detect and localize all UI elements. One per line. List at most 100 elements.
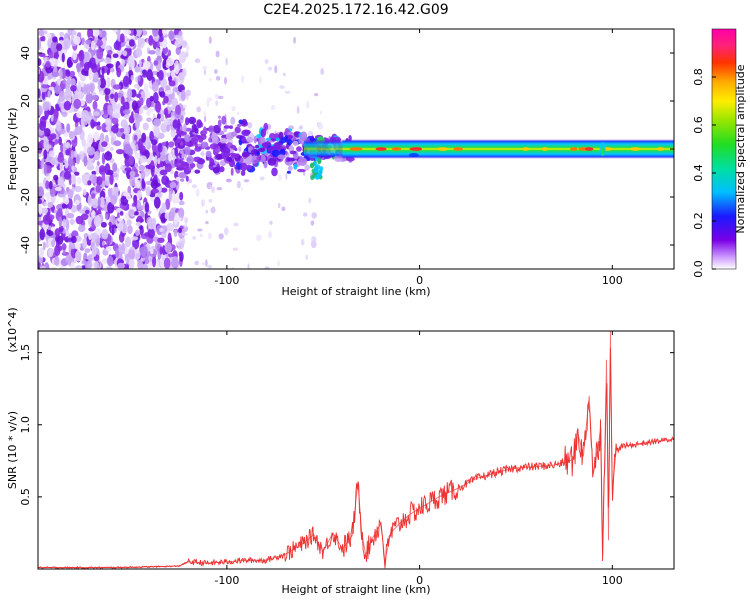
- spectral-cell: [72, 94, 77, 101]
- spectral-cell: [408, 153, 419, 157]
- spectral-cell: [146, 136, 150, 143]
- spectral-cell: [192, 236, 197, 240]
- spectral-cell: [208, 125, 215, 133]
- spectral-cell: [110, 93, 114, 100]
- spectral-cell: [60, 142, 64, 153]
- spectral-cell: [191, 137, 199, 145]
- spectral-cell: [225, 57, 228, 66]
- spectral-cell: [153, 167, 159, 175]
- spectral-cell: [38, 38, 42, 50]
- spectral-cell: [264, 59, 269, 64]
- spectral-cell: [209, 184, 212, 189]
- spectral-cell: [259, 176, 265, 181]
- spectral-cell: [55, 103, 60, 110]
- spectral-cell: [185, 52, 189, 58]
- spectral-cell: [175, 46, 181, 56]
- spectral-cell: [39, 228, 46, 241]
- spectral-cell: [241, 118, 248, 126]
- spectral-cell: [107, 188, 111, 197]
- spectral-cell: [304, 164, 310, 171]
- spectral-cell: [81, 174, 90, 185]
- spectral-cell: [173, 229, 178, 237]
- spectral-cell: [130, 111, 134, 123]
- spectral-cell: [195, 188, 200, 197]
- snr-frame: [37, 330, 675, 570]
- y-tick-label: 1.0: [19, 416, 32, 434]
- spectral-cell: [58, 91, 66, 103]
- spectral-cell: [41, 84, 49, 89]
- spectral-cell: [59, 69, 63, 80]
- spectral-cell: [114, 91, 119, 103]
- spectral-cell: [104, 196, 112, 203]
- spectral-cell: [184, 134, 191, 143]
- spectral-cell: [181, 153, 185, 159]
- spectral-cell: [283, 72, 286, 77]
- spectral-cell: [61, 203, 67, 209]
- spectral-cell: [205, 210, 209, 214]
- spectral-cell: [91, 198, 99, 209]
- spectral-cell: [151, 139, 158, 146]
- spectral-cell: [96, 48, 104, 60]
- spectral-cell: [106, 63, 114, 69]
- spectral-cell: [135, 229, 140, 237]
- spectral-cell: [77, 224, 86, 233]
- spectral-cell: [570, 147, 578, 151]
- spectral-cell: [182, 104, 187, 109]
- spectral-cell: [95, 165, 100, 175]
- spectrogram-y-axis: -40 -20 0 20 40: [19, 46, 674, 254]
- spectral-cell: [201, 149, 205, 157]
- spectral-cell: [61, 243, 67, 251]
- spectral-cell: [38, 29, 45, 37]
- spectral-cell: [141, 178, 145, 189]
- spectral-cell: [38, 88, 41, 99]
- spectral-cell: [45, 61, 51, 68]
- spectral-cell: [87, 133, 94, 146]
- spectral-cell: [152, 92, 159, 104]
- spectral-cell: [93, 111, 100, 117]
- spectral-cell: [114, 109, 119, 114]
- spectral-cell: [128, 249, 136, 260]
- spectral-cell: [256, 151, 261, 156]
- spectral-cell: [247, 122, 253, 129]
- spectral-cell: [142, 122, 149, 131]
- spectral-cell: [48, 180, 53, 190]
- spectral-cell: [95, 184, 102, 193]
- spectral-cell: [62, 79, 67, 85]
- spectral-cell: [70, 78, 76, 87]
- spectral-cell: [184, 217, 189, 224]
- spectral-cell: [185, 44, 190, 53]
- spectral-cell: [76, 62, 81, 73]
- spectral-cell: [93, 215, 101, 228]
- snr-series-line: [38, 347, 674, 569]
- spectral-cell: [197, 158, 206, 165]
- spectral-cell: [163, 95, 169, 104]
- spectral-cell: [54, 85, 62, 94]
- snr-series-anchor-line: [38, 331, 674, 569]
- spectral-cell: [81, 265, 86, 269]
- spectral-cell: [81, 260, 87, 265]
- spectral-cell: [164, 163, 172, 173]
- spectral-cell: [259, 76, 262, 84]
- spectral-cell: [541, 147, 549, 151]
- spectral-cell: [145, 90, 150, 99]
- spectral-cell: [267, 66, 273, 71]
- spectral-cell: [231, 266, 235, 269]
- spectral-cell: [168, 211, 174, 222]
- spectral-cell: [246, 164, 252, 170]
- spectral-cell: [78, 51, 85, 62]
- spectral-cell: [237, 123, 242, 128]
- spectral-cell: [52, 36, 58, 43]
- y-tick-label: 40: [19, 46, 32, 60]
- spectral-cell: [48, 150, 55, 158]
- spectral-cell: [194, 127, 199, 134]
- spectral-cell: [167, 106, 175, 111]
- spectral-cell: [73, 36, 81, 45]
- spectral-cell: [107, 49, 113, 55]
- spectral-cell: [203, 111, 207, 116]
- spectral-cell: [93, 29, 100, 37]
- spectral-cell: [175, 176, 182, 182]
- spectral-cell: [267, 146, 275, 152]
- spectral-cell: [175, 130, 184, 135]
- spectral-cell: [178, 200, 185, 206]
